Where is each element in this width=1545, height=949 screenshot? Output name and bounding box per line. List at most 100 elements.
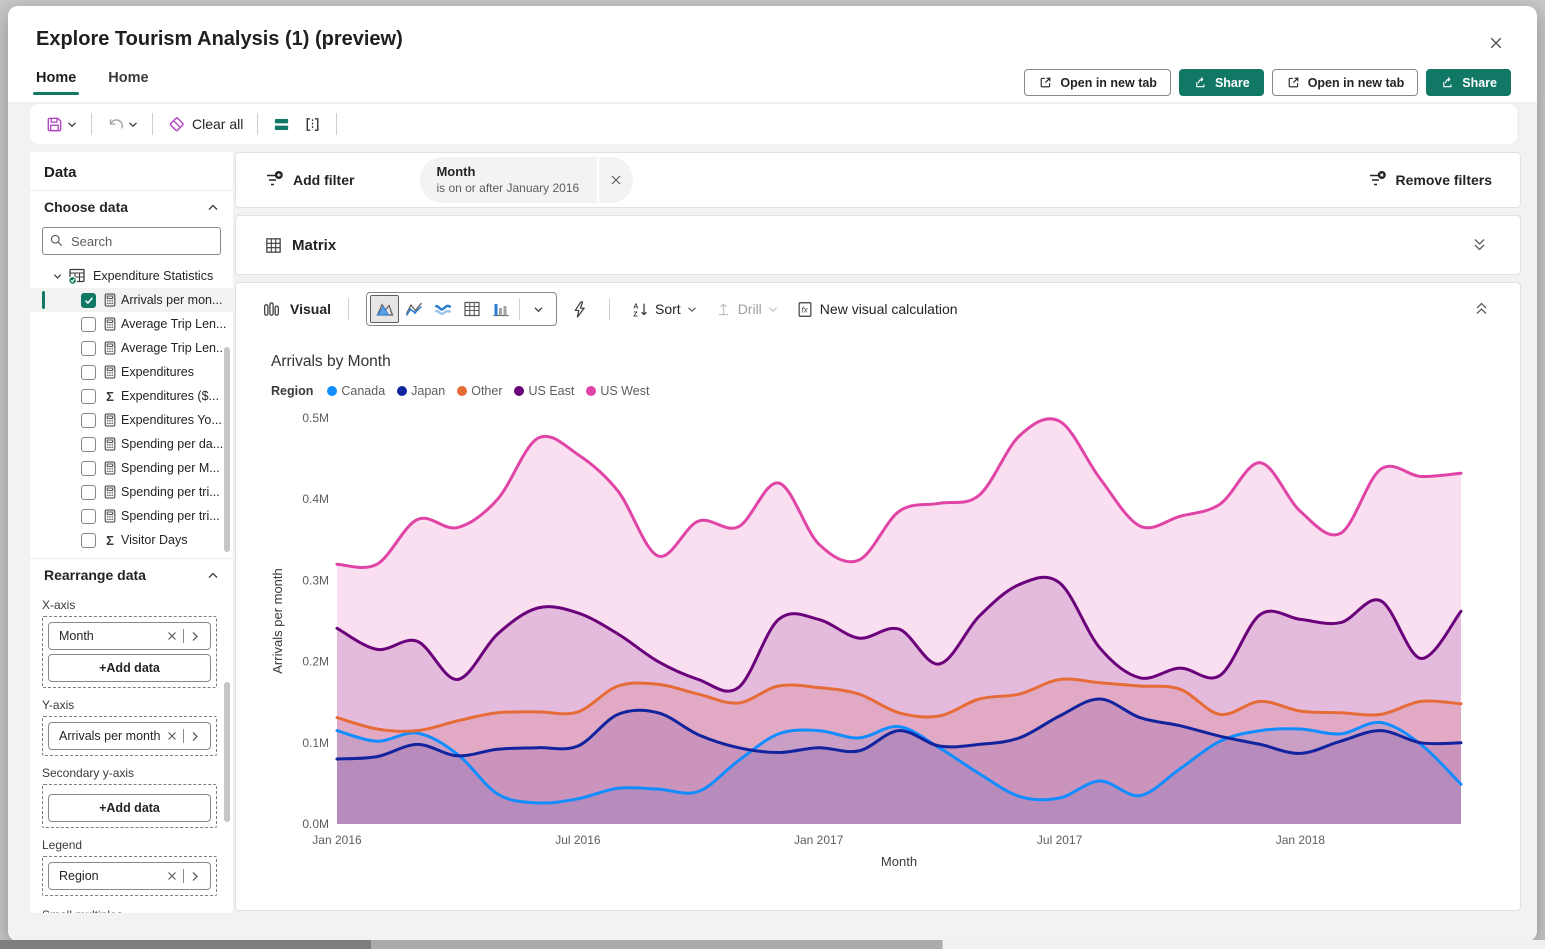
edit-toolbar: Clear all [30, 104, 1517, 144]
field-row[interactable]: Arrivals per mon... [30, 288, 233, 312]
dataset-root-row[interactable]: Expenditure Statistics [30, 264, 233, 288]
field-row[interactable]: Spending per da... [30, 432, 233, 456]
chart-type-smooth-area-button[interactable] [428, 295, 457, 323]
y-axis-well[interactable]: Arrivals per month [42, 716, 217, 756]
share-button-2[interactable]: Share [1426, 69, 1511, 96]
chart-line-canada[interactable] [335, 720, 1463, 805]
new-visual-calculation-button[interactable]: fx New visual calculation [792, 300, 962, 319]
checkbox-unchecked[interactable] [81, 340, 96, 356]
search-input[interactable] [42, 227, 221, 255]
pill-options-chevron-icon[interactable] [186, 866, 204, 886]
secondary-y-axis-well[interactable]: +Add data [42, 784, 217, 828]
fx-calculation-icon: fx [798, 301, 812, 317]
checkbox-unchecked[interactable] [81, 364, 96, 380]
undo-button[interactable] [101, 109, 143, 139]
well-pill-region[interactable]: Region [48, 862, 211, 890]
field-label: Average Trip Len... [121, 317, 227, 331]
checkbox-unchecked[interactable] [81, 412, 96, 428]
filter-chip-condition: is on or after January 2016 [436, 180, 580, 195]
matrix-header[interactable]: Matrix [264, 236, 336, 255]
add-filter-button[interactable]: Add filter [264, 170, 354, 190]
legend-dot [514, 386, 525, 396]
split-view-button[interactable] [298, 109, 327, 139]
field-row[interactable]: Average Trip Len... [30, 336, 233, 360]
open-in-new-tab-button[interactable]: Open in new tab [1024, 69, 1171, 96]
checkbox-unchecked[interactable] [81, 388, 96, 404]
x-axis-add-data-button[interactable]: +Add data [48, 654, 211, 682]
chevron-down-icon[interactable] [52, 271, 63, 282]
x-axis-tick: Jul 2016 [555, 833, 601, 847]
close-icon[interactable] [1483, 30, 1509, 56]
legend-item-us-east[interactable]: US East [514, 384, 574, 398]
chart-line-japan[interactable] [335, 697, 1463, 761]
chart-type-table-button[interactable] [457, 295, 486, 323]
rearrange-data-header[interactable]: Rearrange data [30, 562, 233, 588]
stacked-rows-view-button[interactable] [267, 109, 296, 139]
remove-filters-button[interactable]: Remove filters [1367, 170, 1492, 190]
field-row[interactable]: Spending per tri... [30, 504, 233, 528]
quick-insights-button[interactable] [567, 300, 592, 319]
field-row[interactable]: Average Trip Len... [30, 312, 233, 336]
visual-header[interactable]: Visual [262, 300, 331, 319]
save-button[interactable] [40, 109, 82, 139]
toolbar-divider [336, 113, 338, 135]
chart-type-line-button[interactable] [399, 295, 428, 323]
chart-line-us-east[interactable] [335, 575, 1463, 693]
checkbox-unchecked[interactable] [81, 436, 96, 452]
external-link-icon [1288, 77, 1299, 88]
checkbox-unchecked[interactable] [81, 532, 96, 548]
remove-pill-icon[interactable] [163, 726, 181, 746]
checkbox-unchecked[interactable] [81, 316, 96, 332]
pill-options-chevron-icon[interactable] [186, 726, 204, 746]
remove-pill-icon[interactable] [163, 866, 181, 886]
open-in-new-tab-button-2[interactable]: Open in new tab [1271, 69, 1419, 96]
legend-item-us-west[interactable]: US West [586, 384, 649, 398]
legend-well[interactable]: Region [42, 856, 217, 896]
share-button[interactable]: Share [1178, 69, 1264, 96]
legend-item-japan[interactable]: Japan [397, 384, 445, 398]
tab-home-2[interactable]: Home [108, 70, 148, 95]
pill-options-chevron-icon[interactable] [186, 626, 204, 646]
tree-scrollbar[interactable] [224, 347, 230, 552]
legend-item-other[interactable]: Other [457, 384, 502, 398]
x-axis-well[interactable]: Month +Add data [42, 616, 217, 688]
well-pill-arrivals[interactable]: Arrivals per month [48, 722, 211, 750]
checkbox-unchecked[interactable] [81, 484, 96, 500]
window-bottom-edge [0, 940, 1545, 949]
wells-scrollbar[interactable] [224, 682, 230, 822]
legend-item-canada[interactable]: Canada [327, 384, 385, 398]
remove-filter-chip-icon[interactable] [599, 157, 634, 203]
checkbox-checked[interactable] [81, 292, 96, 308]
expand-matrix-chevrons-icon[interactable] [1467, 230, 1492, 260]
collapse-visual-chevrons-icon[interactable] [1469, 294, 1494, 324]
chart-line-other[interactable] [335, 677, 1463, 733]
legend-title: Region [271, 384, 314, 398]
clear-all-button[interactable]: Clear all [162, 109, 248, 139]
filter-chip-month[interactable]: Month is on or after January 2016 [420, 157, 634, 203]
checkbox-unchecked[interactable] [81, 508, 96, 524]
choose-data-header[interactable]: Choose data [30, 194, 233, 220]
checkbox-unchecked[interactable] [81, 460, 96, 476]
tab-home-active[interactable]: Home [32, 70, 80, 95]
well-pill-month[interactable]: Month [48, 622, 211, 650]
field-row[interactable]: Spending per tri... [30, 480, 233, 504]
field-row[interactable]: Σ Visitor Days [30, 528, 233, 552]
field-row[interactable]: Σ Expenditures ($... [30, 384, 233, 408]
chart-line-us-west[interactable] [335, 417, 1463, 569]
field-label: Average Trip Len... [121, 341, 227, 355]
external-link-icon [1041, 77, 1051, 88]
chart-type-column-button[interactable] [486, 295, 515, 323]
more-chart-types-chevron-icon[interactable] [524, 295, 553, 323]
y-axis-well-label: Y-axis [42, 698, 75, 712]
remove-pill-icon[interactable] [163, 626, 181, 646]
chart-type-area-button[interactable] [370, 295, 399, 323]
field-row[interactable]: Expenditures Yo... [30, 408, 233, 432]
field-row[interactable]: Expenditures [30, 360, 233, 384]
secondary-y-axis-add-data-button[interactable]: +Add data [48, 794, 211, 822]
legend-dot [457, 386, 468, 396]
toolbar-divider [91, 113, 92, 135]
sort-az-icon: AZ [633, 301, 647, 318]
field-row[interactable]: Spending per M... [30, 456, 233, 480]
filter-chip-body[interactable]: Month is on or after January 2016 [420, 157, 598, 203]
